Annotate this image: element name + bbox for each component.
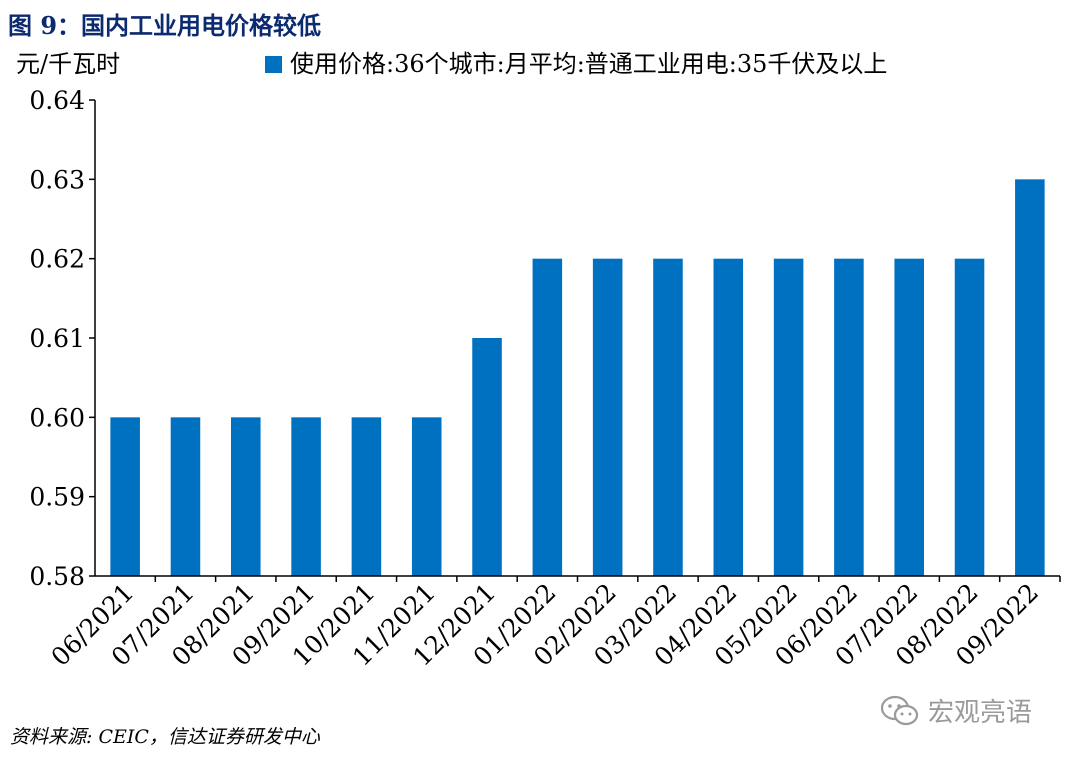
y-axis: 0.58 0.59 0.60 0.61 0.62 0.63 0.64 [29,86,95,591]
bar [411,417,442,576]
bar [894,258,924,576]
bar [351,417,382,576]
wechat-icon [880,695,919,725]
watermark: 宏观亮语 [880,692,1032,729]
bar [231,417,261,576]
bar [170,417,201,576]
bar [472,338,502,576]
y-tick-label: 0.59 [29,483,85,512]
x-axis: 06/202107/202108/202109/202110/202111/20… [45,576,1061,672]
y-tick-label: 0.60 [29,403,85,432]
bars [110,179,1045,576]
y-tick-label: 0.62 [29,245,85,274]
watermark-text: 宏观亮语 [928,698,1033,728]
bar [773,258,804,576]
y-tick-label: 0.64 [29,86,85,115]
bar [110,417,140,576]
source-note: 资料来源: CEIC，信达证券研发中心 [10,726,320,748]
bar [532,258,563,576]
legend: 使用价格:36个城市:月平均:普通工业用电:35千伏及以上 [265,50,887,78]
bar [954,258,985,576]
legend-label: 使用价格:36个城市:月平均:普通工业用电:35千伏及以上 [290,50,887,78]
bar [834,258,864,576]
bar [592,258,623,576]
bar [713,258,744,576]
y-axis-unit-label: 元/千瓦时 [16,50,120,78]
figure-title: 图 9：国内工业用电价格较低 [8,11,322,40]
y-tick-label: 0.63 [29,165,85,194]
legend-swatch [265,56,282,73]
bar [1015,179,1045,576]
bar [291,417,321,576]
y-tick-label: 0.58 [29,562,85,591]
bar [653,258,683,576]
y-tick-label: 0.61 [29,324,85,353]
